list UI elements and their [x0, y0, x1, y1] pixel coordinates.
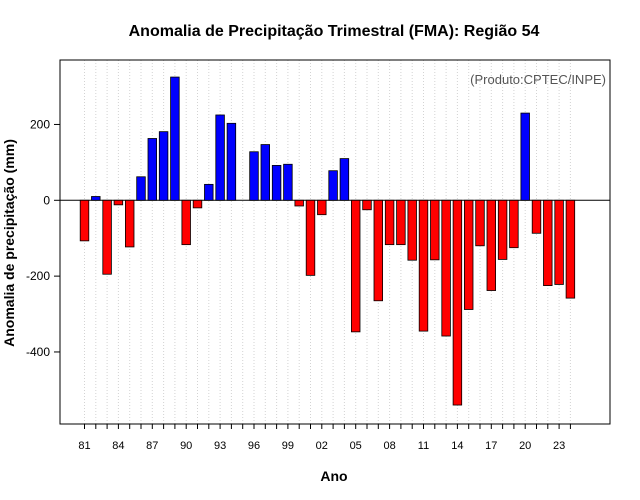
bar-2012: [430, 199, 440, 261]
bar-2023: [554, 199, 564, 285]
bar-1998: [271, 165, 282, 201]
bar-1990: [181, 199, 191, 246]
bar-1984: [113, 199, 124, 206]
credit-label: (Produto:CPTEC/INPE): [470, 72, 606, 87]
bar-2024: [565, 199, 576, 299]
y-axis-label: Anomalia de precipitação (mm): [1, 139, 17, 347]
x-tick-label: 99: [282, 440, 294, 452]
y-tick-label: -400: [26, 345, 50, 359]
x-tick-label: 02: [316, 440, 328, 452]
bar-2003: [328, 170, 338, 201]
x-tick-label: 23: [553, 440, 565, 452]
bar-1986: [136, 176, 146, 201]
bar-2014: [452, 199, 463, 406]
bar-2005: [350, 199, 361, 333]
bar-2018: [497, 199, 508, 260]
bar-1999: [283, 163, 293, 201]
x-tick-label: 84: [112, 440, 124, 452]
bar-2006: [362, 199, 372, 211]
x-axis: 81 84 87 90 93 96 99 02 05 08 11 14 17 20 23: [78, 424, 571, 452]
x-tick-label: 05: [350, 440, 362, 452]
x-axis-label: Ano: [320, 468, 347, 484]
bar-2017: [486, 199, 497, 291]
y-axis: -400 -200 0 200: [26, 117, 60, 359]
x-tick-label: 17: [485, 440, 497, 452]
y-tick-label: 0: [43, 193, 50, 207]
bar-1983: [102, 199, 112, 275]
x-tick-label: 93: [214, 440, 226, 452]
bar-2001: [305, 199, 316, 276]
bar-1985: [125, 199, 135, 248]
bar-2008: [384, 199, 395, 246]
x-tick-label: 14: [451, 440, 463, 452]
plot-frame: [59, 59, 611, 425]
bar-2007: [373, 199, 384, 302]
bar-2000: [294, 199, 304, 207]
y-tick-label: -200: [26, 269, 50, 283]
bar-1981: [79, 199, 90, 242]
bar-2021: [531, 199, 542, 234]
bar-2013: [441, 199, 451, 337]
bar-1996: [249, 151, 259, 201]
x-tick-label: 11: [418, 440, 429, 452]
x-tick-label: 20: [519, 440, 531, 452]
bar-2011: [418, 199, 429, 332]
bar-2002: [317, 199, 327, 216]
bar-1994: [226, 122, 237, 201]
x-tick-label: 81: [78, 440, 90, 452]
x-tick-label: 90: [180, 440, 192, 452]
bar-2004: [339, 158, 350, 201]
bar-2010: [407, 199, 417, 261]
bar-1991: [192, 199, 203, 209]
bar-2022: [543, 199, 553, 287]
x-tick-label: 87: [146, 440, 158, 452]
bar-1993: [215, 114, 225, 201]
bar-1992: [204, 183, 214, 201]
bar-2009: [396, 199, 406, 246]
bar-2019: [509, 199, 519, 249]
y-tick-label: 200: [30, 117, 50, 131]
x-tick-label: 08: [383, 440, 395, 452]
bar-1988: [158, 131, 169, 201]
bar-1987: [147, 138, 158, 201]
bar-1989: [170, 76, 180, 201]
bar-2016: [475, 199, 485, 247]
bar-1982: [91, 196, 101, 201]
x-tick-label: 96: [248, 440, 260, 452]
bar-2020: [520, 112, 530, 201]
bar-2015: [463, 199, 474, 310]
bar-series: [79, 76, 576, 406]
vertical-grid: [84, 60, 571, 424]
bar-1997: [260, 144, 271, 201]
chart-title: Anomalia de Precipitação Trimestral (FMA…: [129, 23, 540, 40]
